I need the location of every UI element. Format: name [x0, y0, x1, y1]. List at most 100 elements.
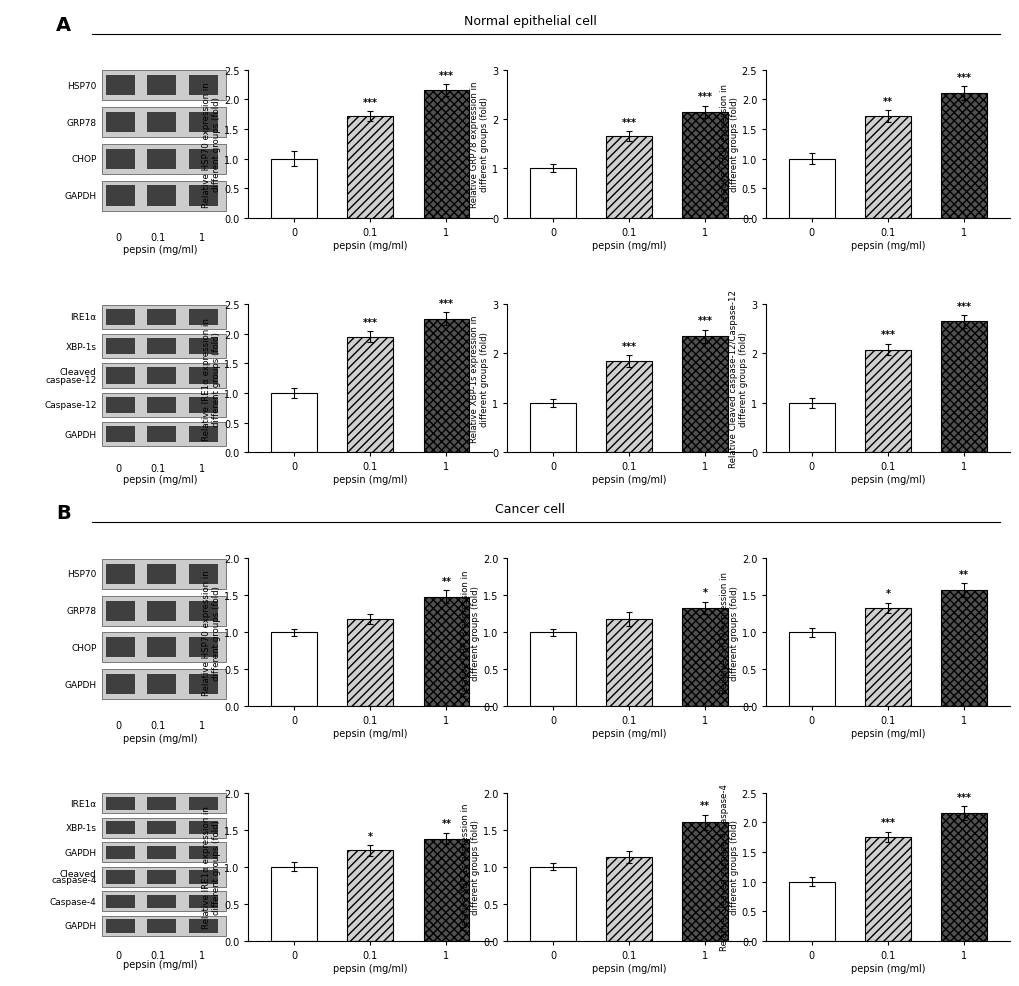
Bar [147, 871, 176, 883]
Bar [271, 633, 317, 707]
Y-axis label: Relative XBP-1s expression in
different groups (fold): Relative XBP-1s expression in different … [470, 316, 489, 443]
Y-axis label: Relative IRE1α expression in
different groups (fold): Relative IRE1α expression in different g… [202, 317, 221, 440]
Bar [189, 846, 218, 859]
Y-axis label: Relative XBP-1s expression in
different groups (fold): Relative XBP-1s expression in different … [461, 804, 480, 931]
Text: ***: *** [879, 329, 895, 340]
Y-axis label: Relative Cleaved caspase-4/Caspase-4
different groups (fold): Relative Cleaved caspase-4/Caspase-4 dif… [718, 784, 738, 951]
Text: 0: 0 [115, 721, 121, 731]
Bar [347, 851, 392, 941]
Text: 1: 1 [199, 463, 205, 473]
Text: 0: 0 [115, 233, 121, 243]
X-axis label: pepsin (mg/ml): pepsin (mg/ml) [850, 729, 924, 739]
Y-axis label: Relative HSP70 expression in
different groups (fold): Relative HSP70 expression in different g… [202, 82, 221, 207]
Bar [147, 797, 176, 810]
Y-axis label: Relative HSP70 expression in
different groups (fold): Relative HSP70 expression in different g… [202, 570, 221, 695]
Bar [106, 76, 136, 97]
X-axis label: pepsin (mg/ml): pepsin (mg/ml) [850, 962, 924, 972]
Y-axis label: Relative GRP78 expression in
different groups (fold): Relative GRP78 expression in different g… [470, 82, 489, 208]
Bar [789, 881, 834, 941]
Bar [347, 116, 392, 219]
Bar [941, 591, 986, 707]
X-axis label: pepsin (mg/ml): pepsin (mg/ml) [332, 729, 408, 739]
Bar [789, 633, 834, 707]
X-axis label: pepsin (mg/ml): pepsin (mg/ml) [591, 729, 665, 739]
Bar [147, 397, 176, 413]
Bar [941, 813, 986, 941]
Bar [423, 92, 469, 219]
Text: **: ** [441, 576, 451, 586]
Text: 0.1: 0.1 [151, 463, 166, 473]
Bar [106, 397, 136, 413]
Bar [102, 393, 225, 417]
Text: 1: 1 [199, 721, 205, 731]
Bar [106, 894, 136, 908]
Text: HSP70: HSP70 [67, 82, 97, 91]
Y-axis label: Relative CHOP expression in
different groups (fold): Relative CHOP expression in different gr… [718, 84, 738, 205]
Bar [789, 160, 834, 219]
Text: pepsin (mg/ml): pepsin (mg/ml) [123, 474, 198, 484]
Bar [106, 871, 136, 883]
Bar [147, 894, 176, 908]
X-axis label: pepsin (mg/ml): pepsin (mg/ml) [332, 962, 408, 972]
Text: GRP78: GRP78 [66, 118, 97, 127]
Bar [189, 674, 218, 694]
Bar [102, 145, 225, 175]
Text: XBP-1s: XBP-1s [65, 342, 97, 351]
X-axis label: pepsin (mg/ml): pepsin (mg/ml) [850, 241, 924, 250]
Text: pepsin (mg/ml): pepsin (mg/ml) [123, 246, 198, 255]
Bar [147, 638, 176, 658]
Bar [682, 112, 728, 219]
Text: 0.1: 0.1 [151, 233, 166, 243]
Bar [102, 306, 225, 329]
Y-axis label: Relative CHOP expression in
different groups (fold): Relative CHOP expression in different gr… [719, 572, 739, 693]
Text: **: ** [882, 97, 893, 106]
Text: 1: 1 [199, 233, 205, 243]
Bar [789, 403, 834, 453]
Bar [605, 362, 651, 453]
Bar [106, 846, 136, 859]
Bar [106, 112, 136, 133]
Text: CHOP: CHOP [71, 155, 97, 164]
Text: ***: *** [438, 71, 453, 81]
X-axis label: pepsin (mg/ml): pepsin (mg/ml) [591, 241, 665, 250]
Bar [147, 150, 176, 170]
Text: ***: *** [621, 341, 636, 351]
Bar [189, 600, 218, 621]
Bar [271, 867, 317, 941]
Bar [682, 337, 728, 453]
X-axis label: pepsin (mg/ml): pepsin (mg/ml) [332, 474, 408, 484]
Text: Normal epithelial cell: Normal epithelial cell [464, 15, 596, 28]
Bar [147, 846, 176, 859]
Bar [682, 822, 728, 941]
Bar [189, 150, 218, 170]
Text: **: ** [441, 818, 451, 828]
Bar [189, 871, 218, 883]
Bar [106, 186, 136, 206]
Text: IRE1α: IRE1α [70, 799, 97, 808]
Bar [106, 338, 136, 355]
Bar [106, 674, 136, 694]
Bar [102, 559, 225, 590]
Bar [102, 364, 225, 388]
Bar [271, 393, 317, 453]
Bar [189, 397, 218, 413]
Bar [106, 638, 136, 658]
Text: 0: 0 [115, 950, 121, 959]
Bar [682, 608, 728, 707]
Bar [189, 76, 218, 97]
Bar [189, 427, 218, 443]
Text: Cancer cell: Cancer cell [495, 503, 565, 516]
Bar [864, 608, 910, 707]
Bar [102, 71, 225, 102]
Bar [147, 919, 176, 933]
Y-axis label: Relative GRP78 expression in
different groups (fold): Relative GRP78 expression in different g… [461, 570, 480, 696]
Bar [530, 170, 576, 219]
Bar [102, 794, 225, 813]
Text: GAPDH: GAPDH [64, 192, 97, 201]
X-axis label: pepsin (mg/ml): pepsin (mg/ml) [850, 474, 924, 484]
Text: ***: *** [956, 301, 971, 312]
Bar [530, 403, 576, 453]
Bar [102, 107, 225, 138]
Bar [102, 916, 225, 936]
Bar [147, 427, 176, 443]
